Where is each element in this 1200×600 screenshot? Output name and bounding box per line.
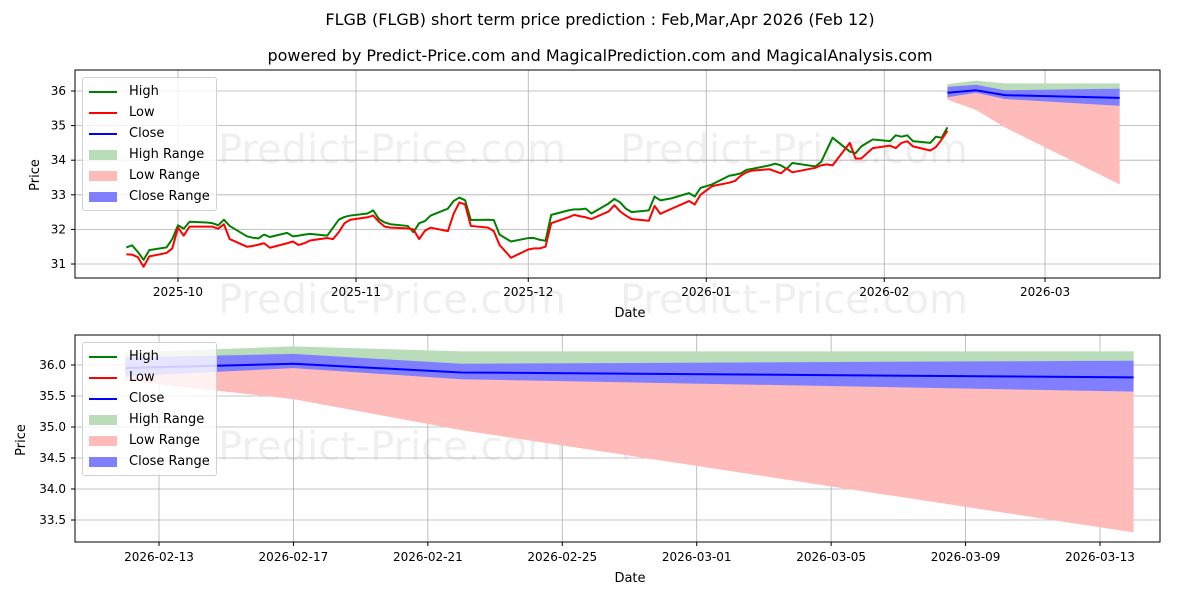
legend-patch-swatch [89, 414, 117, 425]
bottom-axes-frame [74, 334, 1161, 543]
y-tick-label: 32 [51, 222, 66, 236]
y-tick-label: 35.0 [39, 420, 66, 434]
legend-item: High [89, 346, 210, 367]
high-range-band [947, 80, 1120, 93]
watermark: Predict-Price.com [218, 127, 566, 173]
top-ticks: 31 32 33 34 35 36 2025-10 2025-11 2025-12 2026-01… [51, 84, 1070, 299]
close-line [947, 89, 1120, 99]
legend-line-swatch [89, 355, 117, 358]
top-legend: High Low Close High Range Low Range Close Ran… [82, 77, 217, 211]
bottom-x-axis-label: Date [614, 571, 645, 586]
legend-patch-swatch [89, 149, 117, 160]
top-chart: Predict-Price.com Predict-Price.com Pred… [28, 69, 1161, 323]
legend-item: High Range [89, 144, 210, 165]
chart-subtitle: powered by Predict-Price.com and Magical… [267, 46, 933, 65]
legend-item: Close Range [89, 451, 210, 472]
legend-item: Close [89, 388, 210, 409]
high-line [125, 126, 949, 261]
x-tick-label: 2026-02 [859, 285, 909, 299]
legend-patch-swatch [89, 191, 117, 202]
legend-item: Close Range [89, 186, 210, 207]
bottom-ticks: 33.5 34.0 34.5 35.0 35.5 36.0 2026-02-13 2026-0… [39, 358, 1135, 564]
top-y-axis-label: Price [28, 159, 43, 191]
top-axes-frame [74, 69, 1161, 279]
legend-patch-swatch [89, 170, 117, 181]
legend-line-swatch [89, 111, 117, 114]
legend-label: Close Range [129, 189, 210, 204]
legend-label: High Range [129, 412, 205, 427]
legend-item: Low Range [89, 165, 210, 186]
x-tick-label: 2026-01 [681, 285, 731, 299]
y-tick-label: 36 [51, 84, 66, 98]
x-tick-label: 2025-11 [331, 285, 381, 299]
legend-line-swatch [89, 132, 117, 135]
legend-patch-swatch [89, 456, 117, 467]
top-plot-area [125, 80, 1120, 268]
legend-item: High Range [89, 409, 210, 430]
x-tick-label: 2026-03-13 [1065, 550, 1135, 564]
low-line [126, 130, 949, 268]
y-tick-label: 34.0 [39, 482, 66, 496]
y-tick-label: 34.5 [39, 451, 66, 465]
legend-label: Low Range [129, 433, 200, 448]
y-tick-label: 33 [51, 188, 66, 202]
y-tick-label: 36.0 [39, 358, 66, 372]
legend-label: Close [129, 126, 165, 141]
legend-label: High Range [129, 147, 205, 162]
x-tick-label: 2025-10 [153, 285, 203, 299]
y-tick-label: 31 [51, 257, 66, 271]
legend-line-swatch [89, 376, 117, 379]
bottom-y-axis-label: Price [14, 424, 29, 456]
legend-line-swatch [89, 397, 117, 400]
watermark: Predict-Price.com [620, 127, 968, 173]
y-tick-label: 34 [51, 153, 66, 167]
low-range-band [947, 91, 1120, 185]
legend-item: Low [89, 367, 210, 388]
legend-label: Close [129, 391, 165, 406]
bottom-chart: Predict-Price.com Predict-Price.com 33.5… [14, 334, 1161, 586]
x-tick-label: 2026-02-21 [393, 550, 463, 564]
legend-item: High [89, 81, 210, 102]
y-tick-label: 33.5 [39, 513, 66, 527]
legend-label: Low [129, 370, 155, 385]
legend-label: High [129, 84, 159, 99]
bottom-legend: High Low Close High Range Low Range Close Ran… [82, 342, 217, 476]
chart-title: FLGB (FLGB) short term price prediction … [325, 10, 875, 29]
legend-item: Low Range [89, 430, 210, 451]
top-x-axis-label: Date [614, 306, 645, 321]
x-tick-label: 2026-03-09 [931, 550, 1001, 564]
watermark: Predict-Price.com [218, 277, 566, 323]
x-tick-label: 2025-12 [503, 285, 553, 299]
legend-line-swatch [89, 90, 117, 93]
x-tick-label: 2026-02-13 [124, 550, 194, 564]
y-tick-label: 35.5 [39, 389, 66, 403]
low-range-band [125, 366, 1134, 533]
x-tick-label: 2026-03-05 [796, 550, 866, 564]
legend-label: Close Range [129, 454, 210, 469]
legend-item: Close [89, 123, 210, 144]
legend-patch-swatch [89, 435, 117, 446]
legend-label: High [129, 349, 159, 364]
legend-label: Low Range [129, 168, 200, 183]
x-tick-label: 2026-03-01 [662, 550, 732, 564]
x-tick-label: 2026-02-25 [527, 550, 597, 564]
bottom-plot-area [125, 346, 1134, 533]
x-tick-label: 2026-03 [1020, 285, 1070, 299]
y-tick-label: 35 [51, 119, 66, 133]
legend-item: Low [89, 102, 210, 123]
watermark: Predict-Price.com [620, 277, 968, 323]
x-tick-label: 2026-02-17 [259, 550, 329, 564]
legend-label: Low [129, 105, 155, 120]
high-range-band [125, 346, 1134, 369]
